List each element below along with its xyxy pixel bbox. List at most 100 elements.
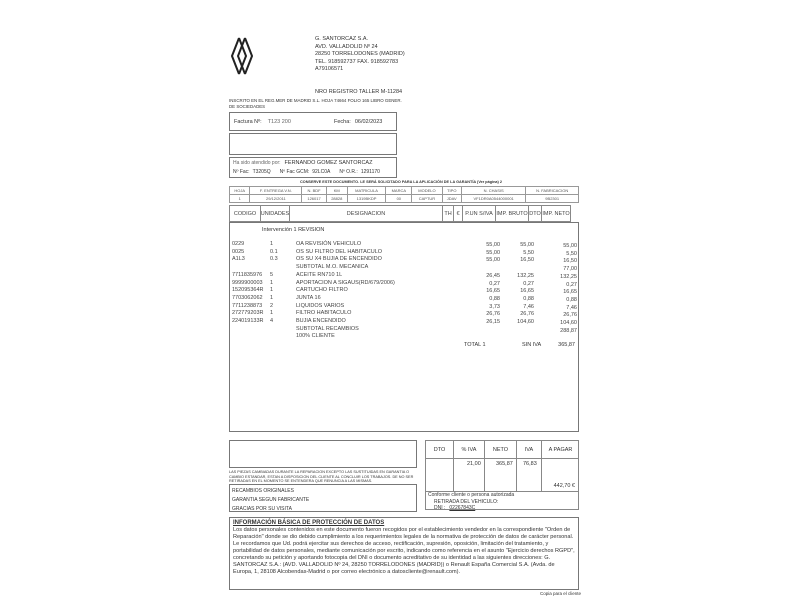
vehicle-header-cell: TIPO [441, 186, 462, 195]
inscription: INSCRITO EN EL REG.MER DE MADRID S.L. HO… [229, 98, 402, 109]
renault-logo [231, 37, 253, 75]
line-gross: 5,50 [523, 249, 534, 256]
line-gross: 16,65 [520, 288, 534, 295]
line-unit-price: 55,00 [486, 257, 500, 264]
line-units: 2 [270, 302, 274, 309]
line-net: 7,46 [566, 304, 577, 311]
vehicle-header-cell: F. ENTREGA V.N. [249, 186, 303, 195]
line-code: 7711835976 [232, 271, 263, 278]
invoice-date-label: Fecha: [334, 119, 351, 125]
line-net: 5,50 [566, 250, 577, 257]
vehicle-value-cell: 00 [385, 194, 413, 203]
line-item: 7703062062 1 JUNTA 16 0,88 0,88 0,88 [230, 294, 580, 303]
attended-box: Ha sido atendido por: FERNANDO GOMEZ SAN… [229, 157, 397, 178]
vehicle-value-cell: 28828 [325, 194, 348, 203]
line-description: 100% CLIENTE [296, 333, 335, 340]
summary-header-a-pagar: A PAGAR [542, 441, 579, 459]
vehicle-header-cell: MATRICULA [346, 186, 387, 195]
data-protection-box: INFORMACIÓN BÁSICA DE PROTECCIÓN DE DATO… [229, 517, 579, 590]
line-item: 7711238873 2 LIQUIDOS VARIOS 3,73 7,46 7,46 [230, 302, 580, 311]
vehicle-value-cell: JDAV [441, 194, 462, 203]
line-description: CARTUCHO FILTRO [296, 287, 348, 294]
line-units: 5 [270, 271, 274, 278]
vehicle-pickup: RETIRADA DEL VEHICULO: [434, 498, 499, 505]
line-description: OS SU FILTRO DEL HABITACULO [296, 248, 383, 255]
conditions-text: LAS PIEZAS CAMBIADAS DURANTE LA REPARACI… [229, 470, 414, 483]
vehicle-value-cell: 9B2301 [525, 194, 579, 203]
warranty-notice: CONSERVE ESTE DOCUMENTO. LE SERÁ SOLICIT… [300, 180, 502, 184]
nfac: T3205Q [252, 169, 271, 175]
line-net: 0,88 [566, 296, 577, 303]
line-units: 1 [270, 310, 274, 317]
line-gross: 16,50 [520, 257, 534, 264]
vehicle-header-cell: N. CHASIS [460, 186, 527, 195]
line-net: 55,00 [563, 243, 577, 249]
dni-label: DNI : [434, 504, 446, 511]
line-net: 77,00 [563, 266, 577, 273]
summary-iva-pct: 21,00 [467, 461, 481, 467]
notes-box: RECAMBIOS ORIGINALES GARANTIA SEGUN FABR… [229, 484, 417, 512]
line-net: 132,25 [560, 273, 577, 280]
company-address: AVD. VALLADOLID Nº 24 [315, 43, 378, 50]
line-code: A1L3 [232, 256, 245, 263]
nfac-gcm: 92LC0A [312, 169, 331, 175]
line-unit-price: 26,76 [486, 311, 500, 318]
line-unit-price: 55,00 [486, 249, 500, 256]
company-info: G. SANTORCAZ S.A. AVD. VALLADOLID Nº 24 … [315, 36, 405, 74]
line-code: 0229 [232, 241, 245, 247]
invoice-number-row: Factura Nº: T123 200 [234, 119, 291, 125]
company-name: G. SANTORCAZ S.A. [315, 36, 369, 42]
line-item: 272779203R 1 FILTRO HABITACULO 26,76 26,76 26… [230, 310, 580, 319]
vehicle-header-cell: MARCA [385, 186, 413, 195]
line-item: 152095364R 1 CARTUCHO FILTRO 16,65 16,65 16,6… [230, 287, 580, 295]
vehicle-header-cell: MODELO [411, 186, 443, 195]
attended-row: Ha sido atendido por: FERNANDO GOMEZ SAN… [233, 160, 372, 166]
line-description: JUNTA 16 [296, 294, 321, 301]
column-header-designacion: DESIGNACION [289, 205, 443, 222]
line-description: ACEITE RN710 1L [296, 271, 343, 278]
summary-header-iva: IVA [517, 441, 542, 459]
dni-value: 02267843C [449, 504, 476, 511]
line-item: SUBTOTAL RECAMBIOS 288,87 [230, 325, 580, 334]
line-units: 0.1 [270, 248, 278, 255]
line-code: 7703062062 [232, 294, 263, 301]
invoice-date: 06/02/2023 [354, 119, 383, 125]
line-item: 224019133R 4 BUJIA ENCENDIDO 26,15 104,60 104… [230, 318, 580, 326]
column-header-codigo: CODIGO [229, 205, 261, 222]
line-unit-price: 0,88 [489, 295, 500, 302]
column-header-p-un-s-iva: P.UN S/IVA [462, 205, 496, 222]
line-units: 1 [270, 279, 274, 286]
total-siniva-label: SIN IVA [522, 342, 542, 348]
column-header-imp-neto: IMP. NETO [541, 205, 571, 222]
summary-iva: 76,83 [523, 461, 537, 467]
line-units: 4 [270, 318, 274, 324]
line-unit-price: 0,27 [489, 280, 500, 287]
items-header: CODIGO UNIDADES DESIGNACION TH € P.UN S/IVA IM… [229, 205, 579, 222]
line-description: SUBTOTAL RECAMBIOS [296, 325, 359, 332]
empty-box [229, 133, 397, 155]
summary-header-neto: NETO [485, 441, 517, 459]
line-description: APORTACION A SIGAUS(RD/679/2006) [296, 279, 395, 286]
nfac-gcm-label: Nº Fac GCM: [279, 169, 310, 175]
line-code: 9999900003 [232, 279, 263, 286]
company-city: 28250 TORRELODONES (MADRID) [315, 51, 405, 57]
vehicle-value-cell: CAPTUR [411, 194, 443, 203]
line-code: 272779203R [232, 310, 264, 317]
vehicle-header-cell: HOJA [228, 186, 251, 195]
vehicle-table: HOJA F. ENTREGA V.N. N. BDF KM MATRICULA MARC… [228, 186, 579, 203]
line-code: 152095364R [232, 287, 264, 294]
column-header-dto: DTO [528, 205, 542, 222]
line-description: BUJIA ENCENDIDO [296, 318, 346, 324]
line-item: 9999900003 1 APORTACION A SIGAUS(RD/679/20… [230, 279, 580, 288]
vehicle-value-cell: 1319BKDP [346, 194, 387, 203]
summary-box: DTO % IVA NETO IVA A PAGAR 21,00 365,87 … [425, 440, 579, 511]
line-gross: 132,25 [517, 272, 534, 279]
column-header-unidades: UNIDADES [260, 205, 290, 222]
note-original-parts: RECAMBIOS ORIGINALES [232, 488, 294, 494]
line-units: 1 [270, 241, 274, 247]
line-unit-price: 16,65 [486, 288, 500, 295]
line-net: 26,76 [563, 312, 577, 319]
line-gross: 55,00 [520, 242, 534, 248]
line-net: 16,50 [563, 258, 577, 265]
items-box: Intervención 1 REVISION 0229 1 OA REVISIÓN… [229, 222, 579, 432]
